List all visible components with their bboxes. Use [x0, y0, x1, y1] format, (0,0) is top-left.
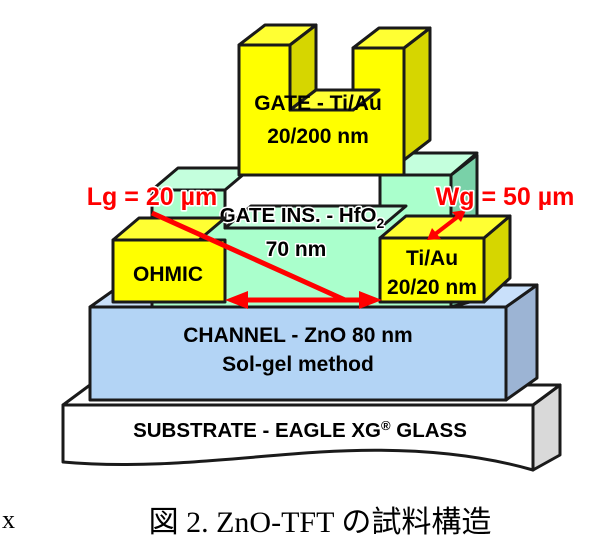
left-edge-artifact: x [2, 505, 15, 534]
lg-arrowhead-right [359, 291, 382, 309]
channel-label-line1: CHANNEL - ZnO 80 nm [183, 324, 412, 347]
gate-electrode-group [237, 23, 432, 177]
gate-width-label: Wg = 50 µm [436, 183, 575, 211]
gate-length-label: Lg = 20 µm [87, 183, 217, 211]
figure-caption: 図 2. ZnO-TFT の試料構造 [149, 506, 492, 539]
gate-length-annotation [150, 210, 382, 309]
gate-label-line2: 20/200 nm [267, 125, 369, 148]
wg-dimension-line [432, 213, 462, 237]
channel-label-line2: Sol-gel method [222, 353, 374, 376]
gate-insulator-label-line2: 70 nm [266, 238, 327, 261]
wg-arrowhead-upper [452, 210, 466, 222]
substrate-front-face [61, 403, 535, 472]
lg-arrowhead-left [225, 291, 248, 309]
gate-right-pillar-top [351, 26, 432, 50]
gate-label-line1: GATE - Ti/Au [254, 92, 382, 115]
gate-notch-floor [288, 88, 381, 112]
ohmic-left-group [111, 216, 227, 304]
gate-insulator-label-line1: GATE INS. - HfO2 [220, 204, 385, 231]
ohmic-right-label-line2: 20/20 nm [387, 276, 477, 299]
substrate-label: SUBSTRATE - EAGLE XG® GLASS [133, 418, 467, 442]
gate-right-pillar-side [402, 26, 432, 162]
lg-leader-line [150, 210, 347, 303]
gate-insulator-notch-floor [223, 204, 408, 230]
ohmic-right-front-face [378, 236, 486, 304]
wg-arrowhead-lower [427, 228, 441, 240]
gate-insulator-group [150, 151, 479, 309]
gate-width-annotation [427, 210, 466, 240]
ohmic-left-label: OHMIC [133, 263, 203, 286]
ohmic-right-label-line1: Ti/Au [406, 247, 458, 270]
ohmic-left-front-face [111, 238, 227, 304]
